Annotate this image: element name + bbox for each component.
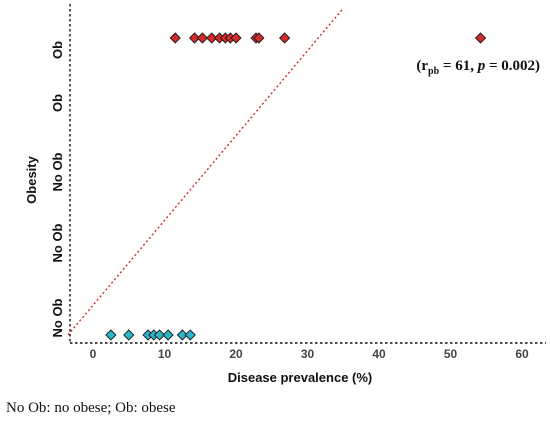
- data-point: [184, 329, 196, 341]
- y-tick-labels: No Ob No Ob No Ob Ob Ob: [50, 41, 65, 338]
- data-point: [206, 32, 218, 44]
- x-tick-label: 40: [372, 347, 386, 361]
- data-point: [196, 32, 209, 44]
- data-point: [105, 329, 117, 341]
- trend-line-path: [67, 7, 344, 336]
- y-tick-label: Ob: [50, 94, 65, 112]
- correlation-annotation: (rpb = 61, p = 0.002): [416, 58, 540, 77]
- y-tick-label: No Ob: [50, 298, 65, 337]
- y-tick-label: Ob: [50, 41, 65, 59]
- trend-line: [67, 7, 344, 336]
- data-point: [188, 32, 201, 44]
- x-tick-labels: 0 10 20 30 40 50 60: [90, 347, 529, 361]
- x-tick-label: 0: [90, 347, 97, 361]
- data-point: [253, 32, 265, 44]
- data-point: [176, 329, 189, 341]
- data-point: [162, 329, 174, 341]
- x-tick-label: 20: [229, 347, 243, 361]
- data-point: [169, 32, 181, 44]
- data-point: [474, 32, 487, 44]
- data-point: [278, 32, 291, 44]
- x-tick-label: 50: [444, 347, 458, 361]
- y-tick-label: No Ob: [50, 152, 65, 191]
- y-axis-label: Obesity: [24, 155, 39, 203]
- x-tick-label: 30: [301, 347, 315, 361]
- data-points: [105, 32, 487, 341]
- x-axis-label: Disease prevalence (%): [228, 370, 373, 385]
- data-point: [153, 329, 166, 341]
- y-tick-label: No Ob: [50, 223, 65, 262]
- data-point: [230, 32, 242, 44]
- figure-caption: No Ob: no obese; Ob: obese: [6, 400, 176, 416]
- data-point: [123, 329, 135, 341]
- x-tick-label: 60: [515, 347, 529, 361]
- x-tick-label: 10: [158, 347, 172, 361]
